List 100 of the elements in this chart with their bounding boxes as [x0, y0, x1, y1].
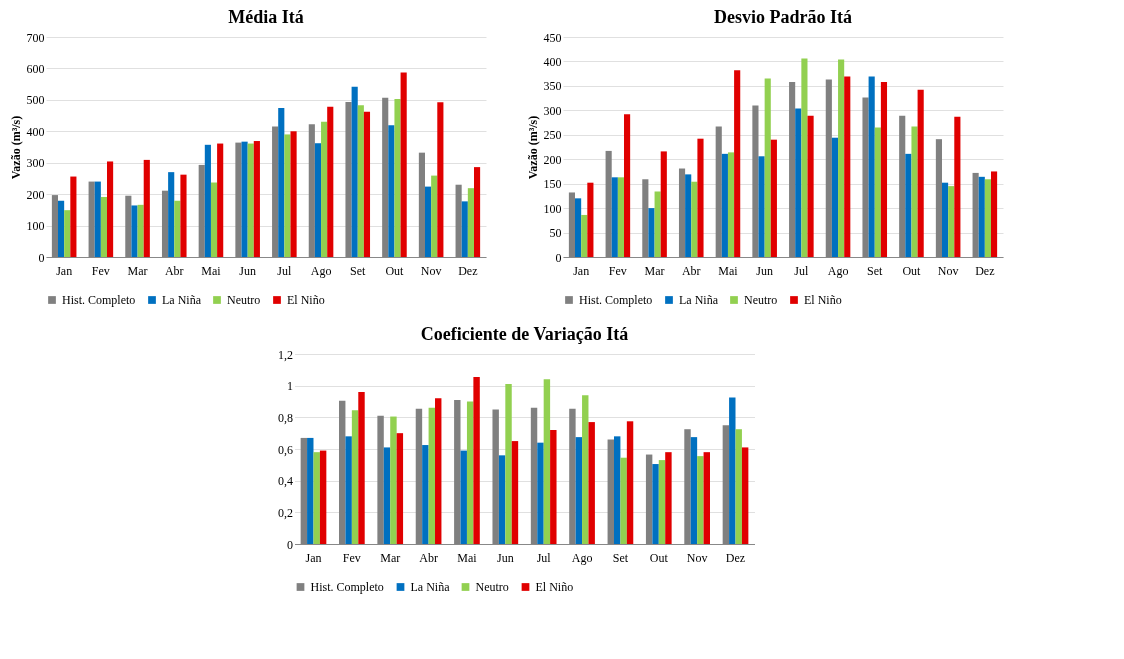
bar: [801, 58, 808, 257]
y-tick-label: 300: [26, 156, 45, 171]
bar: [624, 114, 631, 257]
bar: [838, 59, 845, 257]
bar: [652, 464, 659, 544]
x-tick-label: Dez: [725, 550, 746, 565]
y-tick-label: 0: [38, 250, 45, 265]
x-tick-label: Abr: [681, 263, 701, 278]
y-tick-label: 450: [543, 30, 562, 45]
y-tick-label: 600: [26, 61, 45, 76]
chart-title: Desvio Padrão Itá: [714, 7, 852, 27]
bar: [611, 177, 618, 257]
x-tick-label: Jun: [239, 263, 256, 278]
bar: [428, 407, 436, 544]
legend-label: El Niño: [535, 580, 574, 594]
bar: [582, 395, 589, 544]
bar: [807, 115, 814, 257]
bar: [204, 144, 211, 257]
bar: [917, 89, 924, 257]
bar: [461, 201, 468, 257]
y-tick-label: 1,2: [278, 347, 293, 362]
bar: [241, 141, 248, 257]
x-tick-label: Jun: [756, 263, 773, 278]
y-tick-label: 100: [543, 201, 562, 216]
bar: [587, 182, 594, 257]
bar: [844, 76, 851, 257]
bar: [941, 182, 949, 257]
bar: [217, 143, 224, 257]
bar: [180, 174, 187, 257]
y-tick-label: 700: [26, 30, 45, 45]
y-tick-label: 150: [543, 177, 562, 192]
bar: [905, 153, 912, 257]
bar: [131, 205, 138, 257]
y-axis-title: Vazão (m³/s): [525, 115, 540, 180]
bar: [137, 204, 144, 257]
y-tick-label: 500: [26, 93, 45, 108]
x-tick-label: Mar: [127, 263, 148, 278]
bar: [424, 186, 432, 257]
y-tick-label: 0,8: [278, 410, 293, 425]
x-tick-label: Mai: [457, 550, 478, 565]
bar: [613, 436, 621, 544]
legend-label: La Niña: [162, 293, 202, 307]
y-tick-label: 50: [549, 226, 562, 241]
legend-label: Hist. Completo: [579, 293, 653, 307]
bar: [460, 450, 467, 544]
bar: [703, 452, 710, 544]
bar: [466, 401, 474, 544]
x-tick-label: Ago: [310, 263, 332, 278]
x-tick-label: Jul: [794, 263, 810, 278]
bar: [290, 131, 297, 257]
legend-label: Neutro: [227, 293, 261, 307]
chart-title: Coeficiente de Variação Itá: [420, 324, 629, 344]
bar: [880, 81, 888, 257]
bar: [588, 422, 595, 544]
bar: [321, 121, 328, 257]
bar: [435, 398, 442, 544]
bar: [658, 460, 666, 544]
bar: [357, 105, 364, 257]
bar: [654, 191, 661, 257]
chart-title: Média Itá: [228, 7, 304, 27]
bar: [727, 152, 735, 257]
bar: [550, 430, 557, 544]
y-tick-label: 250: [543, 128, 562, 143]
bar: [626, 421, 634, 544]
x-tick-label: Jan: [56, 263, 73, 278]
y-tick-label: 100: [26, 219, 45, 234]
bar: [581, 214, 588, 257]
y-tick-label: 400: [26, 124, 45, 139]
x-tick-label: Out: [385, 263, 405, 278]
bar: [143, 159, 150, 257]
x-tick-label: Out: [902, 263, 922, 278]
y-tick-label: 0,4: [278, 474, 293, 489]
x-tick-label: Set: [350, 263, 367, 278]
bar: [505, 384, 512, 544]
bar: [467, 188, 474, 257]
bar: [327, 106, 334, 257]
bar: [498, 455, 506, 544]
x-tick-label: Jan: [305, 550, 322, 565]
y-tick-label: 0: [555, 250, 562, 265]
x-tick-label: Jul: [277, 263, 293, 278]
bar: [174, 200, 181, 257]
bar: [617, 177, 625, 257]
bar: [990, 171, 998, 257]
bar: [954, 116, 961, 257]
x-tick-label: Nov: [937, 263, 959, 278]
bar: [210, 182, 218, 257]
x-tick-label: Jun: [496, 550, 514, 565]
bar: [278, 108, 285, 257]
bar: [431, 175, 438, 257]
legend-label: Neutro: [475, 580, 509, 594]
bar: [383, 447, 391, 544]
x-tick-label: Fev: [608, 263, 627, 278]
bar: [741, 447, 749, 544]
bar: [396, 433, 404, 544]
x-tick-label: Out: [649, 550, 669, 565]
legend-label: Neutro: [744, 293, 778, 307]
bar: [764, 78, 771, 257]
bar: [168, 172, 175, 257]
bar: [660, 151, 667, 257]
x-tick-label: Dez: [458, 263, 478, 278]
